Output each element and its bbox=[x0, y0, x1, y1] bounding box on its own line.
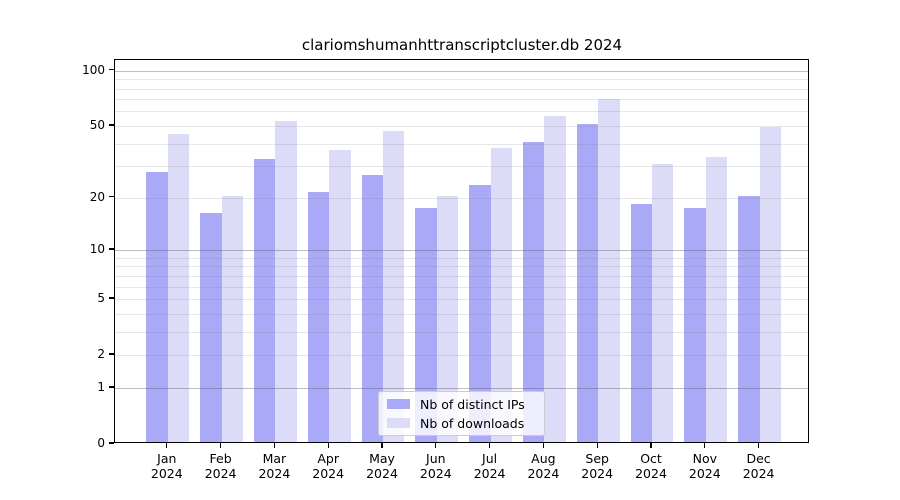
gridline-20 bbox=[115, 197, 808, 199]
gridline-80 bbox=[115, 88, 808, 90]
x-tick-label-sep: Sep 2024 bbox=[581, 451, 614, 481]
bar-downloads-jul bbox=[490, 147, 512, 442]
bar-downloads-oct bbox=[652, 164, 674, 442]
gridline-8 bbox=[115, 266, 808, 268]
y-tick-label-1: 1 bbox=[97, 379, 105, 394]
gridline-60 bbox=[115, 111, 808, 113]
x-tick-label-aug: Aug 2024 bbox=[527, 451, 560, 481]
legend-swatch-distinct-ips bbox=[387, 399, 410, 409]
bar-downloads-may bbox=[383, 130, 405, 442]
gridline-70 bbox=[115, 99, 808, 101]
x-tick-label-jun: Jun 2024 bbox=[419, 451, 452, 481]
y-tick-label-100: 100 bbox=[82, 62, 105, 77]
y-tick-label-20: 20 bbox=[89, 189, 105, 204]
bar-downloads-mar bbox=[275, 120, 297, 442]
x-tick-mark-feb bbox=[219, 443, 222, 448]
gridline-major-1 bbox=[115, 387, 808, 389]
bar-downloads-aug bbox=[544, 116, 566, 442]
x-tick-mark-aug bbox=[542, 443, 545, 448]
x-tick-label-may: May 2024 bbox=[366, 451, 398, 481]
gridline-4 bbox=[115, 313, 808, 315]
bar-downloads-apr bbox=[329, 149, 351, 442]
y-tick-mark-1 bbox=[109, 386, 114, 388]
y-tick-label-0: 0 bbox=[97, 436, 105, 450]
gridline-major-100 bbox=[115, 70, 808, 72]
x-tick-label-oct: Oct 2024 bbox=[635, 451, 667, 481]
gridline-6 bbox=[115, 286, 808, 288]
y-tick-label-5: 5 bbox=[97, 291, 105, 305]
x-tick-mark-jun bbox=[435, 443, 437, 448]
y-tick-mark-2 bbox=[109, 353, 114, 355]
gridline-3 bbox=[115, 331, 808, 333]
legend-row-distinct-ips: Nb of distinct IPs bbox=[387, 396, 536, 412]
x-tick-mark-jan bbox=[166, 443, 168, 448]
x-tick-label-nov: Nov 2024 bbox=[688, 451, 721, 481]
chart-title: clariomshumanhttranscriptcluster.db 2024 bbox=[301, 36, 623, 54]
bar-distinct-ips-nov bbox=[684, 208, 706, 442]
bar-downloads-sep bbox=[598, 99, 620, 442]
y-tick-mark-0 bbox=[109, 442, 114, 444]
bar-distinct-ips-jan bbox=[146, 172, 168, 442]
bar-downloads-feb bbox=[221, 195, 243, 442]
y-tick-mark-10 bbox=[109, 248, 114, 250]
gridline-7 bbox=[115, 275, 808, 277]
gridline-50 bbox=[115, 125, 808, 127]
y-tick-label-10: 10 bbox=[89, 242, 105, 256]
bar-distinct-ips-sep bbox=[576, 123, 599, 442]
bar-distinct-ips-jun bbox=[415, 208, 437, 442]
y-tick-label-50: 50 bbox=[89, 117, 105, 132]
x-tick-mark-apr bbox=[327, 443, 329, 448]
bar-downloads-nov bbox=[705, 156, 728, 442]
y-tick-mark-20 bbox=[109, 196, 114, 198]
x-tick-label-apr: Apr 2024 bbox=[312, 451, 345, 481]
x-tick-mark-oct bbox=[650, 443, 652, 448]
x-tick-label-mar: Mar 2024 bbox=[258, 451, 291, 481]
bar-distinct-ips-jul bbox=[469, 184, 491, 442]
x-tick-label-jul: Jul 2024 bbox=[473, 451, 506, 481]
y-tick-label-2: 2 bbox=[97, 347, 105, 362]
legend-row-downloads: Nb of downloads bbox=[387, 415, 536, 431]
y-tick-mark-50 bbox=[109, 124, 114, 126]
gridline-9 bbox=[115, 257, 808, 259]
bar-downloads-jun bbox=[436, 195, 459, 442]
legend: Nb of distinct IPs Nb of downloads bbox=[378, 391, 545, 436]
gridline-major-10 bbox=[115, 250, 808, 251]
bar-distinct-ips-aug bbox=[523, 141, 545, 442]
x-tick-mark-may bbox=[381, 443, 383, 448]
bar-distinct-ips-apr bbox=[307, 191, 330, 442]
bar-distinct-ips-mar bbox=[254, 159, 276, 442]
legend-swatch-downloads bbox=[387, 418, 410, 428]
plot-area bbox=[114, 59, 809, 443]
gridline-5 bbox=[115, 299, 808, 300]
x-tick-mark-nov bbox=[704, 443, 706, 448]
bar-downloads-dec bbox=[759, 127, 781, 442]
x-tick-label-dec: Dec 2024 bbox=[742, 451, 775, 481]
gridline-30 bbox=[115, 166, 808, 168]
x-tick-mark-sep bbox=[596, 443, 598, 448]
y-tick-mark-100 bbox=[109, 68, 114, 71]
x-tick-mark-jul bbox=[488, 443, 491, 448]
legend-label-downloads: Nb of downloads bbox=[420, 415, 525, 431]
bar-downloads-jan bbox=[167, 134, 190, 442]
x-tick-mark-dec bbox=[757, 443, 760, 448]
x-tick-mark-mar bbox=[273, 443, 276, 448]
bar-distinct-ips-feb bbox=[200, 212, 222, 442]
gridline-90 bbox=[115, 79, 808, 80]
gridline-40 bbox=[115, 143, 808, 145]
x-tick-label-jan: Jan 2024 bbox=[150, 451, 183, 481]
gridline-2 bbox=[115, 355, 808, 357]
bar-distinct-ips-dec bbox=[738, 195, 760, 442]
x-tick-label-feb: Feb 2024 bbox=[204, 451, 237, 481]
bar-distinct-ips-oct bbox=[630, 203, 652, 442]
legend-label-distinct-ips: Nb of distinct IPs bbox=[420, 396, 525, 412]
y-tick-mark-5 bbox=[109, 297, 114, 299]
bar-distinct-ips-may bbox=[361, 175, 383, 442]
